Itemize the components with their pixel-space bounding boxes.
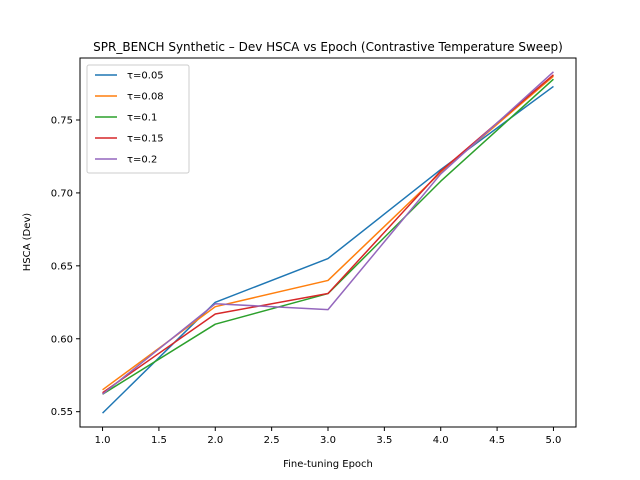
x-axis: 1.0 1.5 2.0 2.5 3.0 3.5 4.0 4.5 5.0 bbox=[95, 427, 562, 446]
x-tick-label: 5.0 bbox=[546, 435, 562, 446]
x-tick-label: 1.0 bbox=[95, 435, 111, 446]
y-tick-label: 0.65 bbox=[51, 261, 73, 272]
x-tick-label: 3.0 bbox=[320, 435, 336, 446]
chart-title: SPR_BENCH Synthetic – Dev HSCA vs Epoch … bbox=[93, 40, 563, 54]
x-tick-label: 1.5 bbox=[151, 435, 167, 446]
x-tick-label: 4.5 bbox=[489, 435, 505, 446]
y-tick-label: 0.55 bbox=[51, 407, 73, 418]
y-tick-label: 0.75 bbox=[51, 115, 73, 126]
x-tick-label: 4.0 bbox=[433, 435, 449, 446]
legend-label: τ=0.05 bbox=[127, 71, 164, 82]
legend-label: τ=0.2 bbox=[127, 155, 157, 166]
y-tick-label: 0.70 bbox=[51, 188, 73, 199]
legend-label: τ=0.15 bbox=[127, 134, 164, 145]
x-axis-title: Fine-tuning Epoch bbox=[283, 459, 373, 470]
legend-label: τ=0.1 bbox=[127, 113, 157, 124]
x-tick-label: 2.5 bbox=[264, 435, 280, 446]
legend-box bbox=[86, 64, 190, 174]
series-line-0 bbox=[102, 85, 554, 414]
legend: τ=0.05 τ=0.08 τ=0.1 τ=0.15 τ=0.2 bbox=[86, 64, 190, 174]
x-tick-label: 2.0 bbox=[207, 435, 223, 446]
y-tick-label: 0.60 bbox=[51, 334, 73, 345]
y-axis: 0.55 0.60 0.65 0.70 0.75 bbox=[51, 115, 80, 418]
x-tick-label: 3.5 bbox=[376, 435, 392, 446]
plot-series bbox=[102, 71, 554, 414]
y-axis-title: HSCA (Dev) bbox=[22, 213, 33, 272]
legend-label: τ=0.08 bbox=[127, 92, 164, 103]
series-line-4 bbox=[102, 71, 554, 395]
